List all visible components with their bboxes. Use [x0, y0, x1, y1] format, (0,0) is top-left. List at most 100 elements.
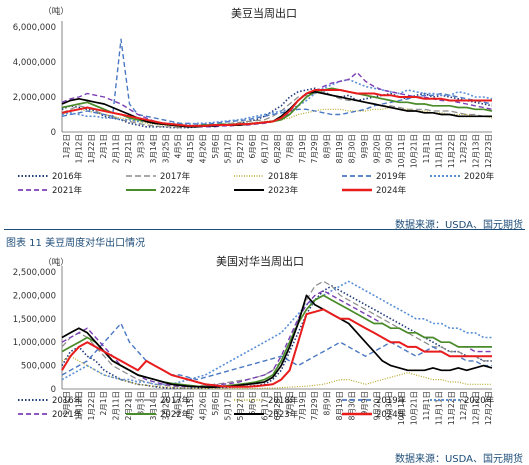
- series-line-2019年: [61, 322, 492, 381]
- x-tick-label: 9月20日: [372, 391, 381, 420]
- x-tick-label: 3月3日: [136, 134, 145, 159]
- y-tick-label: 0: [51, 385, 56, 395]
- x-tick-label: 2月11日: [112, 391, 121, 420]
- x-tick-label: 11月1日: [422, 391, 431, 420]
- x-tick-label: 3月14日: [149, 391, 158, 420]
- legend-label: 2020年: [464, 171, 495, 182]
- series-line-2017年: [61, 280, 492, 388]
- x-tick-label: 8月19日: [335, 391, 344, 420]
- y-tick-label: 2,500,000: [13, 268, 56, 278]
- x-tick-label: 6月28日: [273, 134, 282, 163]
- x-tick-label: 1月2日: [62, 134, 71, 159]
- legend-label: 2024年: [376, 409, 407, 420]
- x-tick-label: 4月26日: [199, 134, 208, 163]
- source-note: 数据来源：USDA、国元期货: [394, 454, 523, 465]
- x-tick-label: 11月11日: [434, 134, 443, 168]
- x-tick-label: 12月13日: [472, 391, 481, 425]
- chart-panel-export: 美豆当周出口 （吨） 6,000,000 4,000,000 2,000,000 0 1…: [0, 0, 529, 215]
- series-line-2020年: [61, 78, 493, 125]
- x-tick-label: 1月2日: [62, 391, 71, 416]
- x-tick-label: 5月27日: [236, 134, 245, 163]
- x-tick-label: 7月19日: [298, 391, 307, 420]
- legend-label: 2016年: [52, 395, 83, 406]
- x-tick-label: 7月19日: [298, 134, 307, 163]
- x-tick-label: 10月11日: [397, 391, 406, 425]
- x-tick-label: 2月1日: [99, 391, 108, 416]
- series-line-2024年: [61, 308, 492, 388]
- legend-label: 2022年: [160, 185, 191, 196]
- legend-label: 2017年: [160, 171, 191, 182]
- x-tick-label: 1月12日: [74, 134, 83, 163]
- legend-label: 2021年: [52, 409, 83, 420]
- figure-caption: 图表 11 美豆周度对华出口情况: [6, 238, 146, 249]
- x-tick-label: 11月11日: [434, 391, 443, 425]
- x-tick-label: 5月6日: [211, 391, 220, 416]
- chart-export: 美豆当周出口 （吨） 6,000,0004,000,0002,000,00001…: [13, 6, 495, 196]
- x-tick-label: 9月9日: [360, 134, 369, 159]
- legend-label: 2023年: [268, 409, 299, 420]
- x-tick-label: 3月25日: [161, 134, 170, 163]
- x-tick-label: 1月22日: [87, 391, 96, 420]
- x-tick-label: 5月17日: [223, 134, 232, 163]
- legend-label: 2024年: [376, 185, 407, 196]
- divider: [4, 229, 525, 230]
- x-tick-label: 4月26日: [199, 391, 208, 420]
- x-tick-label: 8月19日: [335, 134, 344, 163]
- legend-label: 2018年: [268, 395, 299, 406]
- x-tick-label: 12月13日: [472, 134, 481, 168]
- x-tick-label: 3月3日: [136, 391, 145, 416]
- legend-label: 2019年: [376, 171, 407, 182]
- x-tick-label: 8月9日: [323, 134, 332, 159]
- x-tick-label: 4月15日: [186, 391, 195, 420]
- y-tick-label: 1,500,000: [13, 315, 56, 325]
- x-tick-label: 5月27日: [236, 391, 245, 420]
- x-tick-label: 3月14日: [149, 134, 158, 163]
- y-tick-label: 2,000,000: [13, 291, 56, 301]
- x-tick-label: 9月9日: [360, 391, 369, 416]
- x-tick-label: 11月1日: [422, 134, 431, 163]
- series-line-2018年: [61, 355, 492, 390]
- x-tick-label: 11月22日: [447, 134, 456, 168]
- y-tick-label: 2,000,000: [13, 93, 56, 103]
- x-tick-label: 2月1日: [99, 134, 108, 159]
- x-tick-label: 4月5日: [174, 134, 183, 159]
- x-tick-label: 5月17日: [223, 391, 232, 420]
- y-tick-label: 500,000: [21, 362, 56, 372]
- x-tick-label: 6月6日: [248, 391, 257, 416]
- y-tick-label: 4,000,000: [13, 58, 56, 68]
- x-tick-label: 12月23日: [484, 134, 493, 168]
- x-tick-label: 9月30日: [385, 391, 394, 420]
- series-line-2023年: [61, 294, 493, 388]
- legend-label: 2022年: [160, 409, 191, 420]
- legend-label: 2019年: [376, 395, 407, 406]
- source-note: 数据来源：USDA、国元期货: [394, 220, 523, 231]
- legend-label: 2016年: [52, 171, 83, 182]
- x-tick-label: 5月6日: [211, 134, 220, 159]
- legend-label: 2023年: [268, 185, 299, 196]
- x-tick-label: 12月23日: [484, 391, 493, 425]
- y-tick-label: 1,000,000: [13, 338, 56, 348]
- x-tick-label: 10月21日: [410, 391, 419, 425]
- y-unit-label: （吨）: [43, 257, 69, 268]
- x-tick-label: 12月2日: [459, 134, 468, 163]
- x-tick-label: 8月30日: [347, 134, 356, 163]
- x-tick-label: 11月22日: [447, 391, 456, 425]
- chart-title: 美国对华当周出口: [216, 254, 304, 268]
- x-tick-label: 3月25日: [161, 391, 170, 420]
- x-tick-label: 6月17日: [261, 134, 270, 163]
- chart-title: 美豆当周出口: [231, 6, 297, 20]
- x-tick-label: 4月5日: [174, 391, 183, 416]
- x-tick-label: 8月30日: [347, 391, 356, 420]
- chart-panel-china: 美国对华当周出口 （吨） 2,500,000 2,000,000 1,500,000…: [0, 248, 529, 448]
- series-line-2019年: [61, 38, 493, 125]
- y-tick-label: 6,000,000: [13, 23, 56, 33]
- chart-china-export: 美国对华当周出口 （吨） 2,500,000 2,000,000 1,500,000…: [13, 254, 495, 425]
- series-line-2024年: [61, 89, 492, 127]
- x-tick-label: 2月21日: [124, 134, 133, 163]
- legend-label: 2021年: [52, 185, 83, 196]
- x-tick-label: 9月30日: [385, 134, 394, 163]
- x-tick-label: 7月29日: [310, 391, 319, 420]
- x-tick-label: 7月8日: [285, 391, 294, 416]
- y-tick-label: 0: [51, 128, 56, 138]
- legend-label: 2020年: [464, 395, 495, 406]
